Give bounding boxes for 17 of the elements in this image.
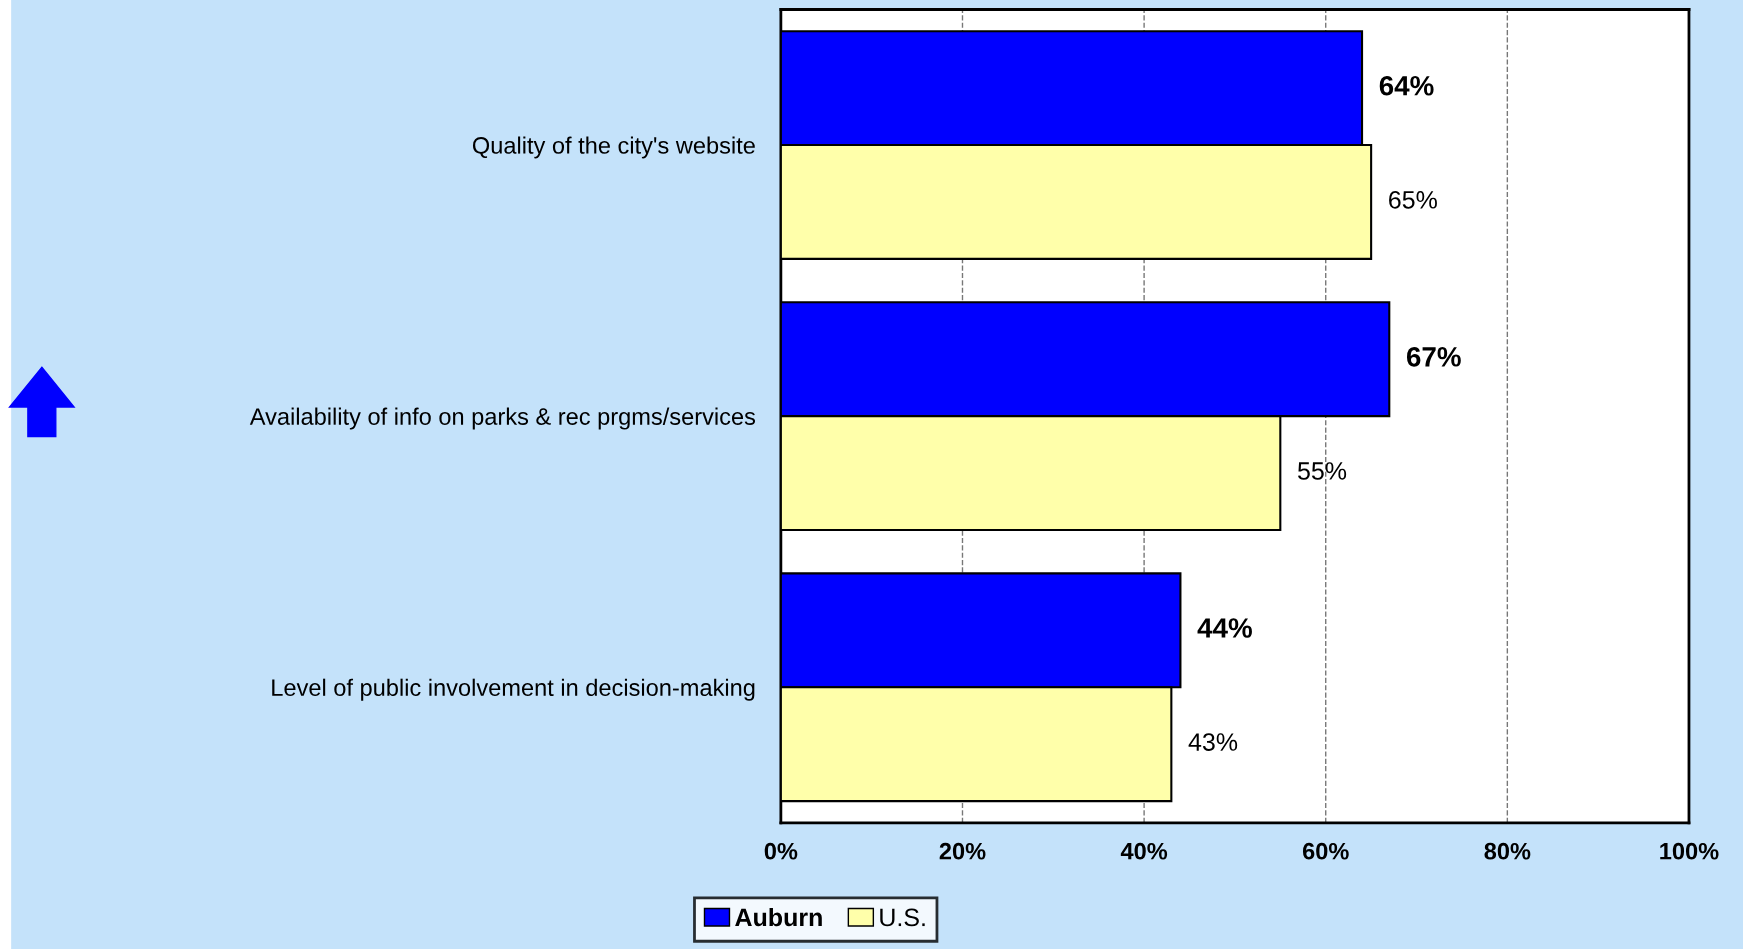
- x-tick-label: 100%: [1660, 842, 1719, 860]
- data-label: 44%: [1197, 618, 1252, 638]
- data-label: 65%: [1389, 190, 1437, 209]
- y-tick-label: Availability of info on parks & rec prgms/services: [249, 407, 756, 430]
- y-tick-label: Level of public involvement in decision-making: [272, 678, 755, 701]
- y-tick-label: Quality of the city's website: [472, 136, 755, 159]
- x-tick-label: 60%: [1302, 842, 1349, 860]
- legend-label: U.S.: [880, 908, 925, 927]
- data-label: 67%: [1406, 346, 1461, 367]
- x-tick-label: 0%: [764, 842, 798, 860]
- data-label: 43%: [1188, 733, 1238, 751]
- x-tick-label: 20%: [939, 842, 986, 860]
- x-tick-label: 40%: [1120, 842, 1168, 860]
- x-tick-label: 80%: [1484, 842, 1531, 860]
- data-label: 55%: [1297, 462, 1347, 480]
- data-label: 64%: [1379, 75, 1434, 96]
- legend-label: Auburn: [735, 907, 822, 927]
